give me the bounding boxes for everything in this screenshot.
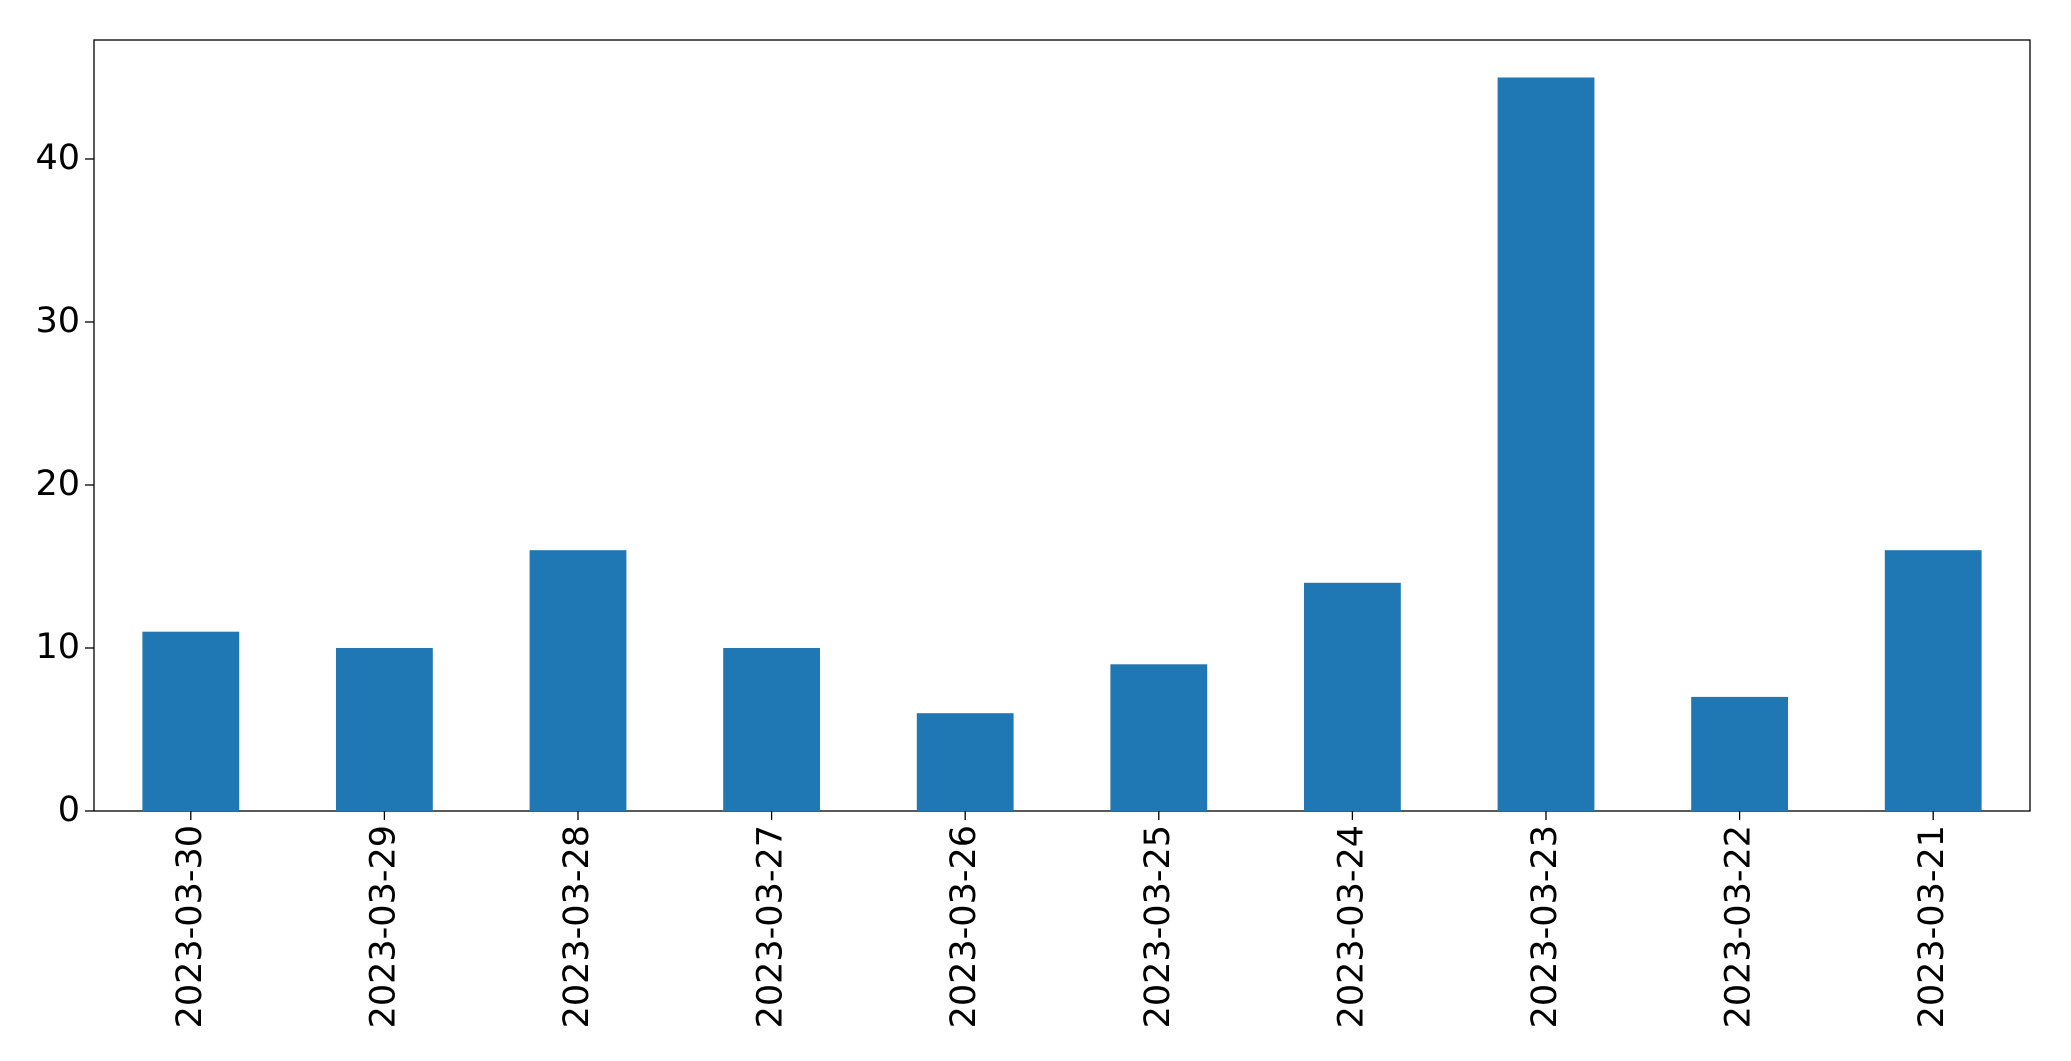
y-tick-label: 10 xyxy=(35,627,80,667)
bar xyxy=(1110,664,1208,811)
y-tick-label: 0 xyxy=(58,790,80,830)
bar xyxy=(529,550,627,811)
plot-frame xyxy=(93,39,2031,812)
bar xyxy=(1691,696,1788,811)
bar xyxy=(1884,550,1982,811)
x-tick-label: 2023-03-26 xyxy=(944,825,984,1028)
x-tick-label: 2023-03-24 xyxy=(1331,825,1371,1028)
y-tick-label: 20 xyxy=(35,464,80,504)
x-tick-label: 2023-03-25 xyxy=(1138,825,1178,1028)
bar xyxy=(723,647,820,811)
x-tick-label: 2023-03-21 xyxy=(1912,825,1952,1028)
x-tick-label: 2023-03-23 xyxy=(1525,825,1565,1028)
bar xyxy=(1497,77,1595,812)
x-tick-label: 2023-03-30 xyxy=(170,825,210,1028)
x-tick-label: 2023-03-22 xyxy=(1719,825,1759,1028)
x-tick-label: 2023-03-28 xyxy=(557,825,597,1028)
x-tick-label: 2023-03-27 xyxy=(751,825,791,1028)
bar xyxy=(916,713,1014,811)
x-tick-label: 2023-03-29 xyxy=(363,825,403,1028)
y-tick-label: 30 xyxy=(35,301,80,341)
bar xyxy=(336,647,433,811)
y-tick-label: 40 xyxy=(35,138,80,178)
bar xyxy=(1304,582,1401,811)
bar xyxy=(142,631,240,811)
